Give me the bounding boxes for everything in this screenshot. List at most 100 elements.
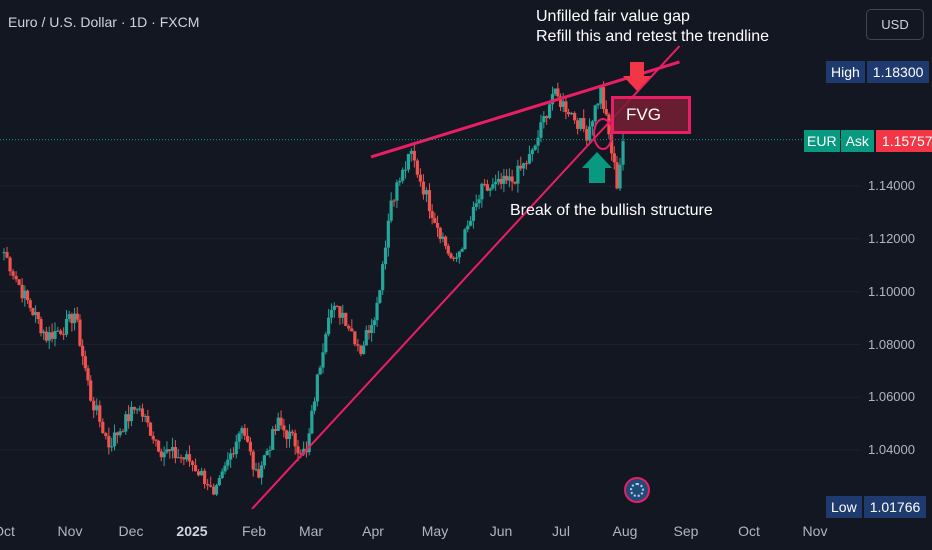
candle-body xyxy=(89,380,93,401)
high-value: 1.18300 xyxy=(866,61,930,83)
candle-body xyxy=(463,229,467,250)
candle-body xyxy=(392,200,396,202)
candle-body xyxy=(268,449,272,451)
candle-body xyxy=(251,451,255,470)
fvg-annotation-line2: Refill this and retest the trendline xyxy=(536,28,770,45)
candle-body xyxy=(452,257,456,259)
time-tick: May xyxy=(421,523,449,539)
candle-body xyxy=(265,450,269,456)
candle-body xyxy=(75,313,79,320)
candle-body xyxy=(522,163,526,169)
candle-body xyxy=(226,459,230,466)
candle-body xyxy=(601,87,606,110)
candle-body xyxy=(372,320,376,326)
candle-body xyxy=(566,112,571,115)
candle-body xyxy=(421,181,426,195)
candle-body xyxy=(468,220,473,226)
candle-body xyxy=(324,334,328,353)
candle-body xyxy=(245,435,250,442)
candle-body xyxy=(412,150,416,161)
time-tick-year: 2025 xyxy=(176,523,208,539)
candle-body xyxy=(424,190,429,195)
candle-body xyxy=(615,162,619,189)
break-annotation: Break of the bullish structure xyxy=(510,202,713,219)
event-marker-button[interactable] xyxy=(624,477,650,503)
down-arrow-icon xyxy=(623,62,651,91)
candle-body xyxy=(143,415,147,417)
candle-body xyxy=(547,104,552,119)
candle-body xyxy=(140,408,145,417)
candle-body xyxy=(287,431,292,440)
candle-body xyxy=(259,465,264,478)
candle-body xyxy=(42,331,46,334)
candle-body xyxy=(290,431,294,434)
candle-body xyxy=(285,430,289,440)
candle-body xyxy=(590,121,594,127)
candle-body xyxy=(513,181,517,184)
currency-button[interactable]: USD xyxy=(866,9,924,40)
candle-body xyxy=(17,279,21,285)
candle-body xyxy=(519,165,523,169)
candle-body xyxy=(477,199,481,204)
candle-body xyxy=(329,310,334,318)
symbol-title[interactable]: Euro / U.S. Dollar · 1D · FXCM xyxy=(8,14,200,30)
candle-body xyxy=(449,253,453,258)
candle-body xyxy=(185,454,189,460)
low-value: 1.01766 xyxy=(863,496,927,518)
candle-body xyxy=(209,485,213,487)
candle-body xyxy=(223,465,227,472)
candle-body xyxy=(386,220,390,248)
candle-body xyxy=(401,169,405,181)
candle-body xyxy=(129,406,134,422)
candle-body xyxy=(604,109,608,115)
candle-body xyxy=(254,469,258,471)
time-tick: Feb xyxy=(241,523,267,539)
candle-body xyxy=(409,150,413,154)
candle-body xyxy=(430,211,434,219)
price-tick: 1.06000 xyxy=(868,389,915,404)
price-tick: 1.12000 xyxy=(868,231,915,246)
ask-price-tag: EUR Ask 1.15757 xyxy=(804,130,932,152)
candle-body xyxy=(151,435,155,440)
candle-body xyxy=(505,175,509,181)
time-tick: Sep xyxy=(673,523,699,539)
candle-body xyxy=(612,153,616,163)
candle-body xyxy=(395,182,399,201)
candle-body xyxy=(196,471,201,476)
candle-body xyxy=(341,312,345,318)
candle-body xyxy=(70,314,74,324)
candle-body xyxy=(39,319,43,334)
time-tick: Oct xyxy=(0,523,15,539)
price-tick: 1.14000 xyxy=(868,178,915,193)
candle-body xyxy=(293,433,297,447)
chart-grid xyxy=(0,185,860,451)
candle-body xyxy=(200,470,204,476)
candle-body xyxy=(25,290,30,301)
fvg-box[interactable]: FVG xyxy=(611,96,691,134)
candle-body xyxy=(307,433,311,453)
candle-body xyxy=(28,300,32,308)
time-tick: Nov xyxy=(57,523,83,539)
candle-body xyxy=(234,441,238,455)
low-label: Low xyxy=(826,496,862,518)
candle-body xyxy=(86,368,90,381)
candle-body xyxy=(460,249,464,252)
candle-body xyxy=(53,330,57,339)
candle-body xyxy=(364,330,368,346)
candle-body xyxy=(138,408,142,410)
candle-body xyxy=(127,414,131,422)
candle-body xyxy=(279,417,283,426)
candle-body xyxy=(378,290,382,303)
candle-body xyxy=(110,446,114,448)
time-tick: Nov xyxy=(802,523,828,539)
candle-body xyxy=(359,345,363,354)
candle-body xyxy=(610,134,614,154)
low-price-tag: Low 1.01766 xyxy=(826,496,927,518)
candle-body xyxy=(542,116,546,123)
candle-body xyxy=(112,432,117,447)
candle-body xyxy=(121,431,125,433)
candle-body xyxy=(95,405,99,411)
candle-body xyxy=(406,153,411,170)
candle-body xyxy=(229,453,233,460)
